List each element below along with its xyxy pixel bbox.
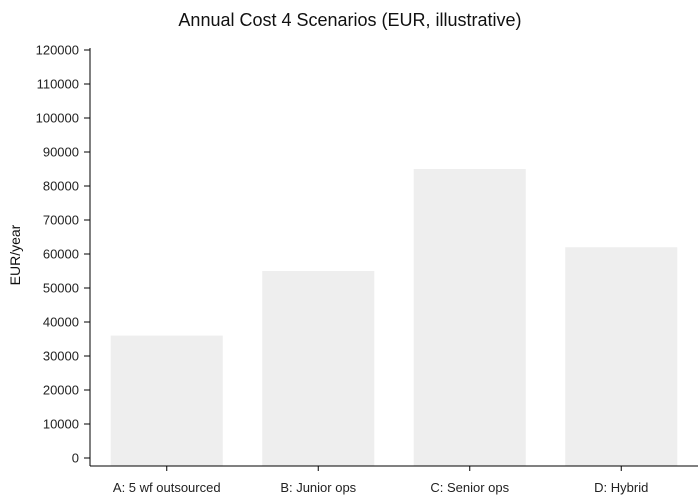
- y-axis: 0 10000 20000 30000 40000 50000 60000 70000 8000…: [36, 43, 91, 466]
- y-tick-label: 10000: [43, 417, 79, 432]
- x-tick-label: B: Junior ops: [280, 480, 356, 495]
- x-tick-label: A: 5 wf outsourced: [113, 480, 221, 495]
- y-tick-label: 90000: [43, 145, 79, 160]
- x-tick-label: D: Hybrid: [594, 480, 648, 495]
- y-tick-label: 100000: [36, 111, 79, 126]
- bar: [110, 335, 223, 466]
- y-tick-label: 60000: [43, 247, 79, 262]
- chart-title: Annual Cost 4 Scenarios (EUR, illustrati…: [178, 10, 521, 30]
- bar: [413, 169, 526, 466]
- y-tick-label: 30000: [43, 349, 79, 364]
- y-tick-label: 40000: [43, 315, 79, 330]
- x-axis: A: 5 wf outsourced B: Junior ops C: Senior…: [90, 465, 698, 495]
- y-tick-label: 50000: [43, 281, 79, 296]
- y-axis-label: EUR/year: [7, 224, 23, 285]
- bar: [262, 271, 375, 466]
- bar: [565, 247, 678, 466]
- x-tick-label: C: Senior ops: [430, 480, 509, 495]
- y-tick-label: 120000: [36, 43, 79, 58]
- y-tick-label: 20000: [43, 383, 79, 398]
- bars-group: [110, 169, 678, 466]
- y-tick-label: 70000: [43, 213, 79, 228]
- y-tick-label: 110000: [37, 77, 79, 92]
- y-tick-label: 80000: [43, 179, 79, 194]
- y-tick-label: 0: [72, 451, 79, 466]
